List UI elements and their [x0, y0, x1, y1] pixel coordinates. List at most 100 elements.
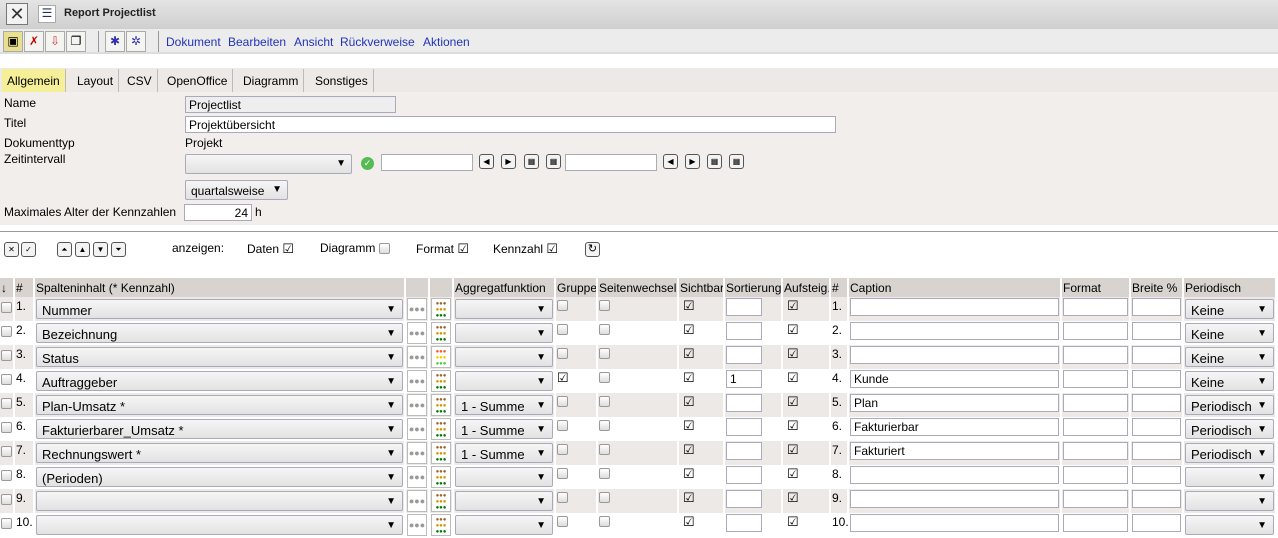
- titel-field[interactable]: Projektübersicht: [185, 116, 836, 133]
- tab-csv[interactable]: CSV: [122, 69, 158, 92]
- date-to-field[interactable]: [565, 154, 657, 171]
- sortierung-field[interactable]: [726, 346, 762, 364]
- caption-field[interactable]: [850, 466, 1059, 484]
- row-select-checkbox[interactable]: [1, 422, 12, 434]
- content-select[interactable]: Nummer ▼: [36, 299, 403, 319]
- row-select-checkbox[interactable]: [1, 302, 12, 314]
- periodisch-select[interactable]: Keine ▼: [1185, 347, 1274, 367]
- aggregat-select[interactable]: ▼: [455, 371, 553, 391]
- aufsteigend-checkbox[interactable]: ☑: [787, 466, 799, 481]
- breite-field[interactable]: [1132, 490, 1181, 508]
- row-select-checkbox[interactable]: [1, 398, 12, 410]
- format-field[interactable]: [1063, 346, 1128, 364]
- calendar-icon[interactable]: ▦: [546, 154, 561, 169]
- format-field[interactable]: [1063, 442, 1128, 460]
- sichtbar-checkbox[interactable]: ☑: [683, 346, 695, 361]
- format-field[interactable]: [1063, 394, 1128, 412]
- seitenwechsel-checkbox[interactable]: [599, 516, 610, 528]
- content-select[interactable]: ▼: [36, 515, 403, 535]
- traffic-light-icon[interactable]: ●●● ●●● ●●●: [431, 466, 451, 488]
- format-field[interactable]: [1063, 298, 1128, 316]
- breite-field[interactable]: [1132, 394, 1181, 412]
- breite-field[interactable]: [1132, 442, 1181, 460]
- gruppe-checkbox[interactable]: [557, 516, 568, 528]
- traffic-light-icon[interactable]: ●●● ●●● ●●●: [431, 394, 451, 416]
- aggregat-select[interactable]: ▼: [455, 515, 553, 535]
- aufsteigend-checkbox[interactable]: ☑: [787, 322, 799, 337]
- maxage-field[interactable]: 24: [184, 204, 252, 221]
- gruppe-checkbox[interactable]: [557, 396, 568, 408]
- sortierung-field[interactable]: [726, 466, 762, 484]
- traffic-light-icon[interactable]: ●●● ●●● ●●●: [431, 418, 451, 440]
- menu-rueckverweise[interactable]: Rückverweise: [340, 35, 415, 49]
- row-select-checkbox[interactable]: [1, 494, 12, 506]
- content-select[interactable]: Fakturierbarer_Umsatz * ▼: [36, 419, 403, 439]
- aufsteigend-checkbox[interactable]: ☑: [787, 298, 799, 313]
- sichtbar-checkbox[interactable]: ☑: [683, 466, 695, 481]
- aufsteigend-checkbox[interactable]: ☑: [787, 514, 799, 529]
- aggregat-select[interactable]: ▼: [455, 491, 553, 511]
- tab-openoffice[interactable]: OpenOffice: [162, 69, 234, 92]
- move-bottom-icon[interactable]: ⏷: [111, 242, 126, 257]
- traffic-light-icon[interactable]: ●●● ●●● ●●●: [431, 514, 451, 536]
- traffic-light-icon[interactable]: ●●● ●●● ●●●: [431, 370, 451, 392]
- view-more-icon[interactable]: ✲: [126, 31, 146, 52]
- seitenwechsel-checkbox[interactable]: [599, 444, 610, 456]
- view-icon[interactable]: ✱: [105, 31, 125, 52]
- sichtbar-checkbox[interactable]: ☑: [683, 418, 695, 433]
- caption-field[interactable]: Fakturierbar: [850, 418, 1059, 436]
- caption-field[interactable]: [850, 514, 1059, 532]
- periodisch-select[interactable]: Keine ▼: [1185, 299, 1274, 319]
- row-select-checkbox[interactable]: [1, 326, 12, 338]
- aufsteigend-checkbox[interactable]: ☑: [787, 394, 799, 409]
- deselect-all-icon[interactable]: ✕: [4, 242, 19, 257]
- more-icon[interactable]: ●●●: [407, 466, 427, 488]
- more-icon[interactable]: ●●●: [407, 370, 427, 392]
- next-icon[interactable]: ▶: [685, 154, 700, 169]
- content-select[interactable]: Rechnungswert * ▼: [36, 443, 403, 463]
- more-icon[interactable]: ●●●: [407, 418, 427, 440]
- tab-allgemein[interactable]: Allgemein: [2, 69, 66, 92]
- aggregat-select[interactable]: 1 - Summe ▼: [455, 395, 553, 415]
- aufsteigend-checkbox[interactable]: ☑: [787, 418, 799, 433]
- aggregat-select[interactable]: ▼: [455, 323, 553, 343]
- more-icon[interactable]: ●●●: [407, 322, 427, 344]
- sortierung-field[interactable]: 1: [726, 370, 762, 388]
- format-field[interactable]: [1063, 370, 1128, 388]
- periodisch-select[interactable]: Keine ▼: [1185, 323, 1274, 343]
- breite-field[interactable]: [1132, 418, 1181, 436]
- more-icon[interactable]: ●●●: [407, 514, 427, 536]
- select-all-icon[interactable]: ✓: [21, 242, 36, 257]
- next-icon[interactable]: ▶: [501, 154, 516, 169]
- more-icon[interactable]: ●●●: [407, 298, 427, 320]
- copy-icon[interactable]: ❐: [66, 31, 86, 52]
- caption-field[interactable]: [850, 490, 1059, 508]
- sortierung-field[interactable]: [726, 298, 762, 316]
- menu-aktionen[interactable]: Aktionen: [423, 35, 470, 49]
- sortierung-field[interactable]: [726, 418, 762, 436]
- content-select[interactable]: Status ▼: [36, 347, 403, 367]
- show-daten[interactable]: Daten ☑: [247, 241, 295, 256]
- close-icon[interactable]: ✕: [6, 3, 28, 25]
- calendar-icon[interactable]: ▦: [707, 154, 722, 169]
- interval-select[interactable]: quartalsweise ▼: [185, 180, 288, 200]
- caption-field[interactable]: Fakturiert: [850, 442, 1059, 460]
- calendar-icon[interactable]: ▦: [524, 154, 539, 169]
- format-field[interactable]: [1063, 514, 1128, 532]
- periodisch-select[interactable]: Periodisch ▼: [1185, 419, 1274, 439]
- seitenwechsel-checkbox[interactable]: [599, 468, 610, 480]
- caption-field[interactable]: [850, 346, 1059, 364]
- aufsteigend-checkbox[interactable]: ☑: [787, 442, 799, 457]
- aggregat-select[interactable]: ▼: [455, 347, 553, 367]
- menu-ansicht[interactable]: Ansicht: [294, 35, 334, 49]
- prev-icon[interactable]: ◀: [479, 154, 494, 169]
- row-select-checkbox[interactable]: [1, 446, 12, 458]
- zeitintervall-select[interactable]: ▼: [185, 154, 352, 174]
- format-field[interactable]: [1063, 418, 1128, 436]
- content-select[interactable]: (Perioden) ▼: [36, 467, 403, 487]
- refresh-icon[interactable]: ↻: [585, 242, 600, 257]
- delete-document-icon[interactable]: ✗: [24, 31, 44, 52]
- periodisch-select[interactable]: Periodisch ▼: [1185, 443, 1274, 463]
- sichtbar-checkbox[interactable]: ☑: [683, 490, 695, 505]
- seitenwechsel-checkbox[interactable]: [599, 420, 610, 432]
